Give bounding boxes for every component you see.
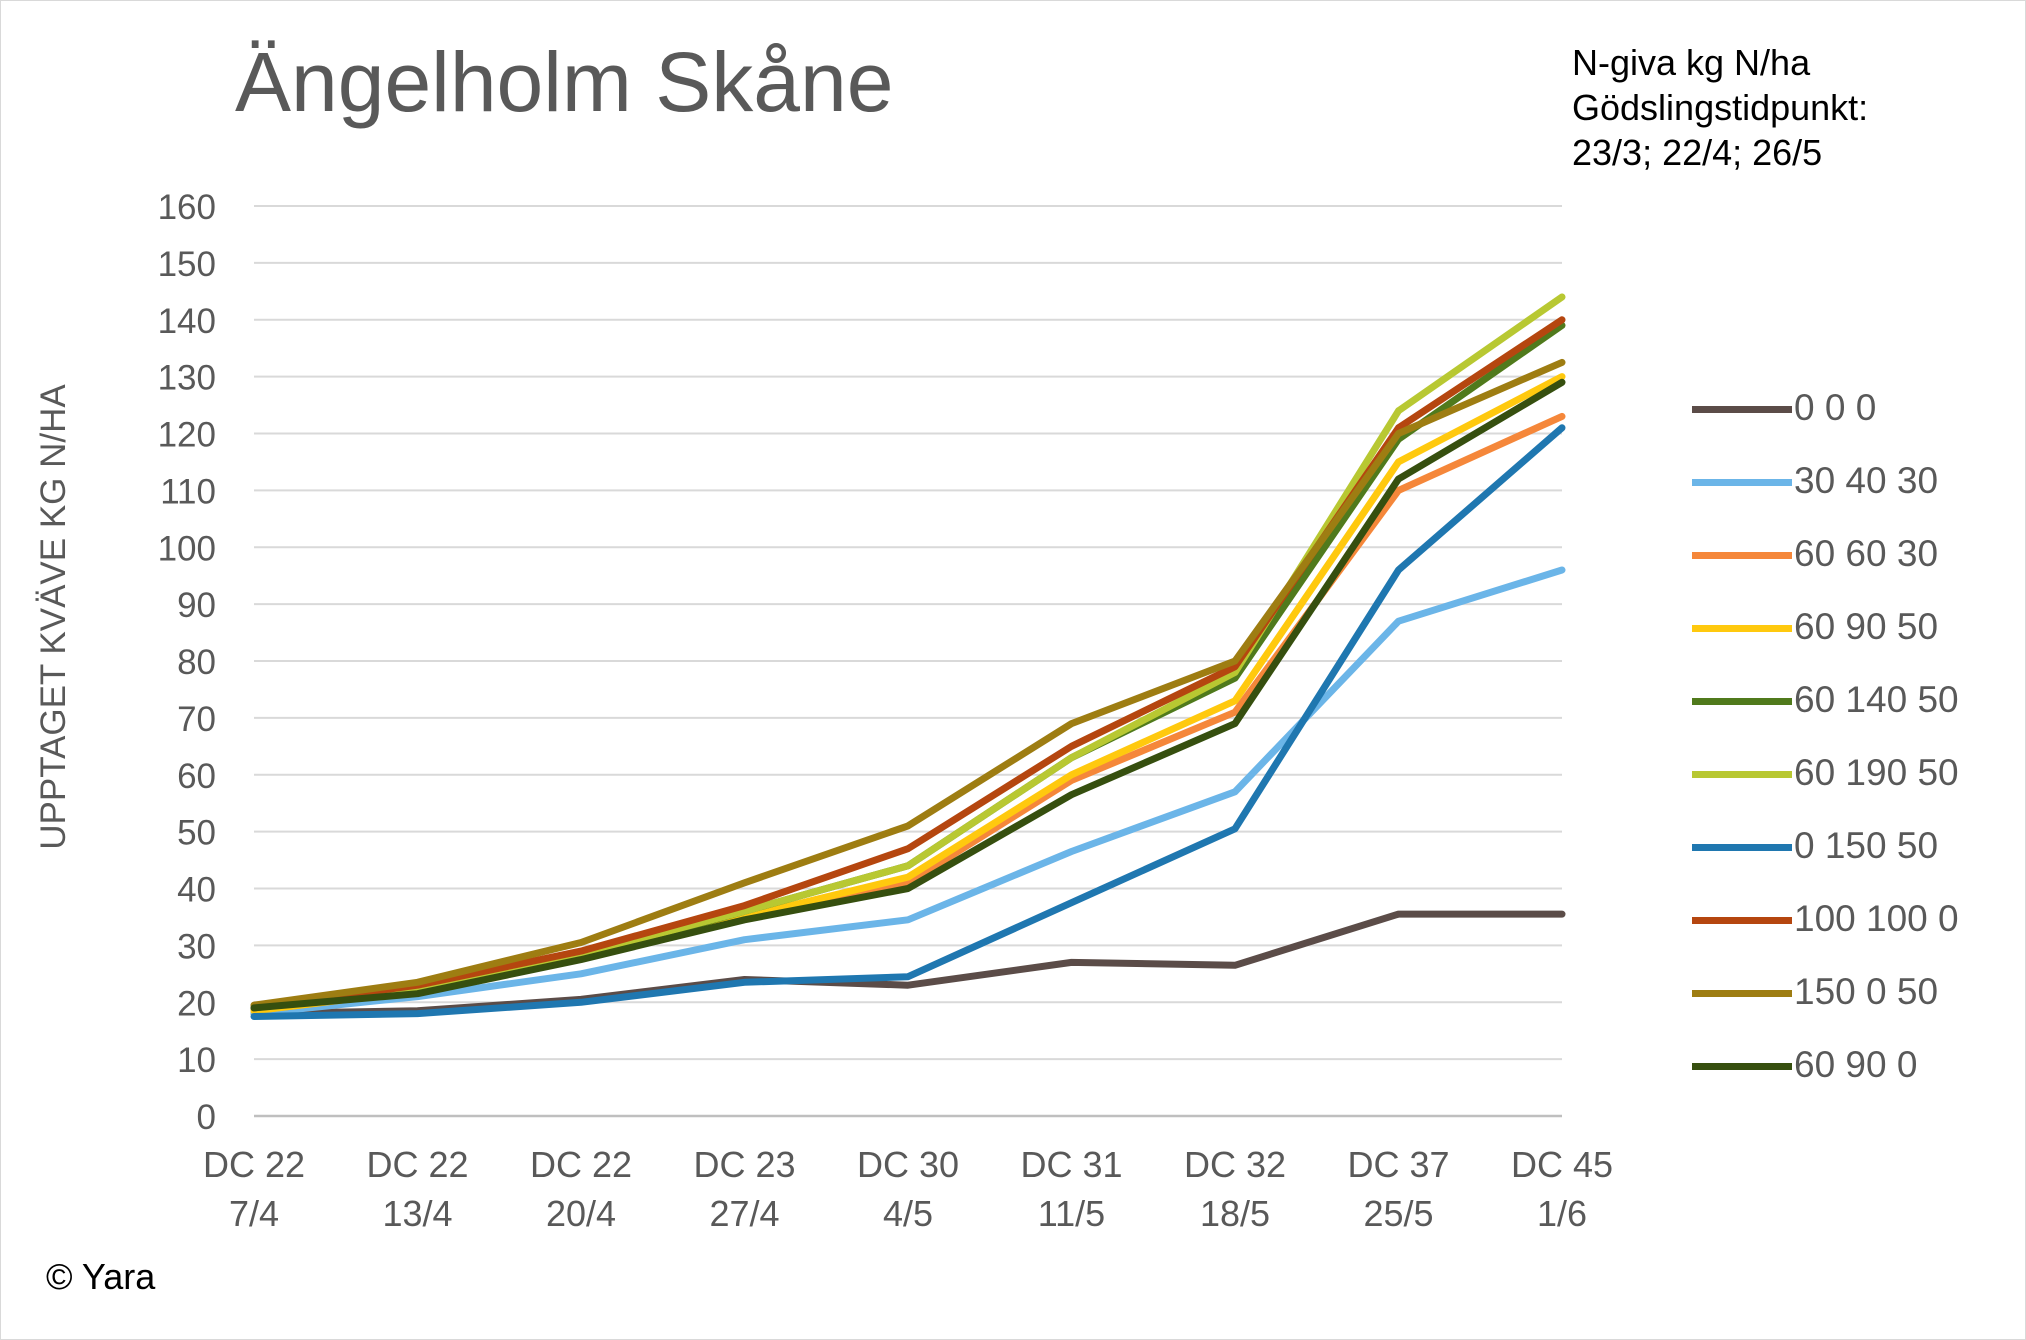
y-tick-label: 160 [158,188,216,227]
x-tick-label: 25/5 [1363,1193,1433,1234]
y-tick-label: 90 [177,586,216,625]
y-tick-label: 70 [177,700,216,739]
legend-note-line-2: Gödslingstidpunkt: [1572,87,1869,128]
legend-swatch [1692,917,1792,924]
x-tick-label: DC 45 [1511,1144,1613,1185]
legend-note: N-giva kg N/ha Gödslingstidpunkt: 23/3; … [1572,40,1868,175]
y-tick-label: 150 [158,245,216,284]
series-line-60-140-50 [250,321,1566,1012]
y-tick-label: 120 [158,416,216,455]
legend-swatch [1692,844,1792,851]
x-tick-label: 4/5 [883,1193,933,1234]
x-tick-label: 13/4 [382,1193,452,1234]
chart-title: Ängelholm Skåne [235,35,894,129]
legend-note-line-3: 23/3; 22/4; 26/5 [1572,132,1823,173]
legend-item: 60 90 50 [1692,605,2022,649]
y-tick-label: 30 [177,927,216,966]
y-tick-label: 80 [177,643,216,682]
x-tick-label: 1/6 [1537,1193,1587,1234]
x-tick-label: DC 22 [530,1144,632,1185]
series-line-0-150-50 [250,424,1566,1020]
x-tick-label: DC 30 [857,1144,959,1185]
x-tick-label: 11/5 [1038,1193,1105,1234]
series-line-100-100-0 [250,316,1566,1012]
legend-swatch [1692,479,1792,486]
x-tick-label: DC 22 [366,1144,468,1185]
legend-label: 100 100 0 [1794,898,1959,939]
series-line-60-90-0 [250,378,1566,1012]
x-tick-label: 7/4 [229,1193,279,1234]
legend-label: 60 140 50 [1794,679,1959,720]
legend-label: 60 90 50 [1794,606,1939,647]
legend-label: 0 0 0 [1794,387,1877,428]
legend-swatch [1692,1063,1792,1070]
series-line-30-40-30 [250,566,1566,1018]
y-tick-label: 60 [177,757,216,796]
legend-swatch [1692,990,1792,997]
legend-item: 150 0 50 [1692,970,2022,1014]
y-tick-label: 40 [177,871,216,910]
legend-item: 0 150 50 [1692,824,2022,868]
legend-item: 100 100 0 [1692,897,2022,941]
legend-label: 150 0 50 [1794,971,1939,1012]
series-line-150-0-50 [250,358,1566,1009]
x-tick-label: 18/5 [1200,1193,1270,1234]
legend-item: 60 190 50 [1692,751,2022,795]
legend-label: 60 190 50 [1794,752,1959,793]
y-tick-label: 110 [160,472,216,511]
legend-item: 30 40 30 [1692,459,2022,503]
y-tick-label: 140 [158,302,216,341]
x-tick-label: DC 22 [203,1144,305,1185]
y-tick-label: 10 [177,1041,216,1080]
legend-item: 60 90 0 [1692,1043,2022,1087]
legend-swatch [1692,552,1792,559]
series-line-0-0-0 [250,910,1566,1018]
y-tick-label: 0 [197,1098,216,1137]
x-tick-label: DC 23 [693,1144,795,1185]
legend-label: 0 150 50 [1794,825,1939,866]
legend-item: 0 0 0 [1692,386,2022,430]
legend-swatch [1692,771,1792,778]
legend-swatch [1692,406,1792,413]
x-tick-label: DC 31 [1020,1144,1122,1185]
x-tick-label: 27/4 [709,1193,779,1234]
y-tick-label: 20 [177,984,216,1023]
legend-item: 60 60 30 [1692,532,2022,576]
copyright-text: © Yara [46,1256,156,1297]
y-tick-label: 130 [158,359,216,398]
legend-label: 60 60 30 [1794,533,1939,574]
x-tick-label: DC 32 [1184,1144,1286,1185]
legend-item: 60 140 50 [1692,678,2022,722]
x-tick-label: 20/4 [546,1193,616,1234]
legend-label: 60 90 0 [1794,1044,1918,1085]
legend-note-line-1: N-giva kg N/ha [1572,42,1811,83]
legend-swatch [1692,625,1792,632]
legend-swatch [1692,698,1792,705]
y-tick-label: 50 [177,814,216,853]
legend-label: 30 40 30 [1794,460,1939,501]
x-tick-label: DC 37 [1347,1144,1449,1185]
y-tick-label: 100 [158,529,216,568]
